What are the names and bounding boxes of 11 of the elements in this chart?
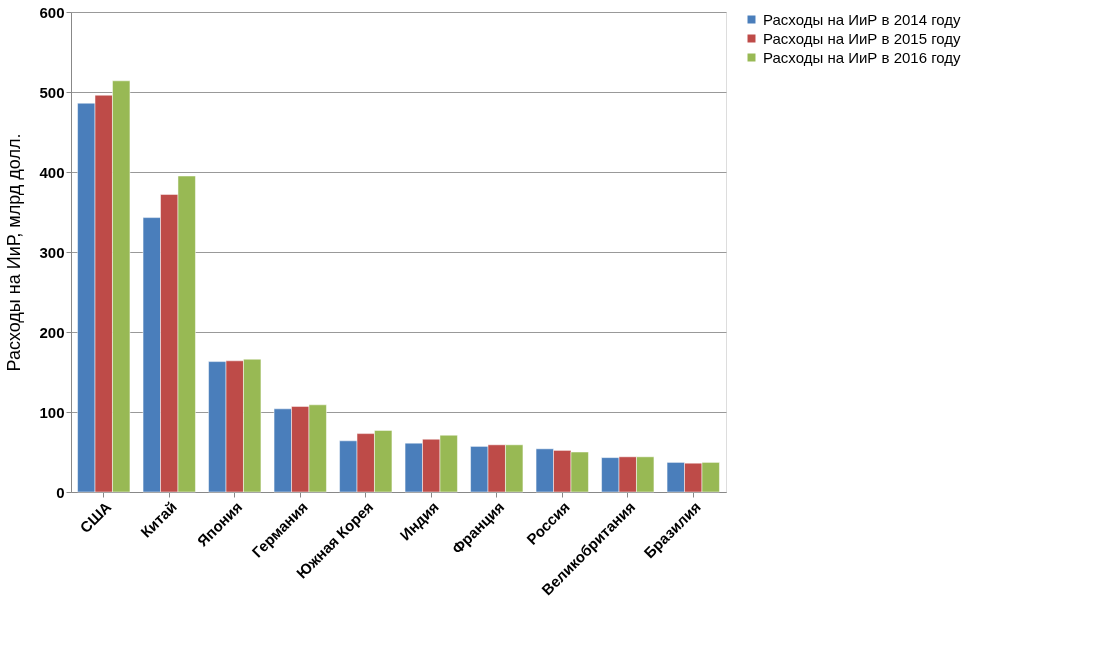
y-tick-label: 0 xyxy=(56,483,65,501)
y-tick-label: 500 xyxy=(39,83,65,101)
y-tick-label: 300 xyxy=(39,243,65,261)
legend-label: Расходы на ИиР в 2015 году xyxy=(763,29,962,47)
y-tick-label: 400 xyxy=(39,163,65,181)
legend-label: Расходы на ИиР в 2016 году xyxy=(763,48,962,66)
legend-label: Расходы на ИиР в 2014 году xyxy=(763,10,962,28)
y-axis-title: Расходы на ИиР, млрд долл. xyxy=(4,133,25,372)
y-tick-label: 100 xyxy=(39,403,65,421)
y-tick-label: 600 xyxy=(39,3,65,21)
y-tick-label: 200 xyxy=(39,323,65,341)
